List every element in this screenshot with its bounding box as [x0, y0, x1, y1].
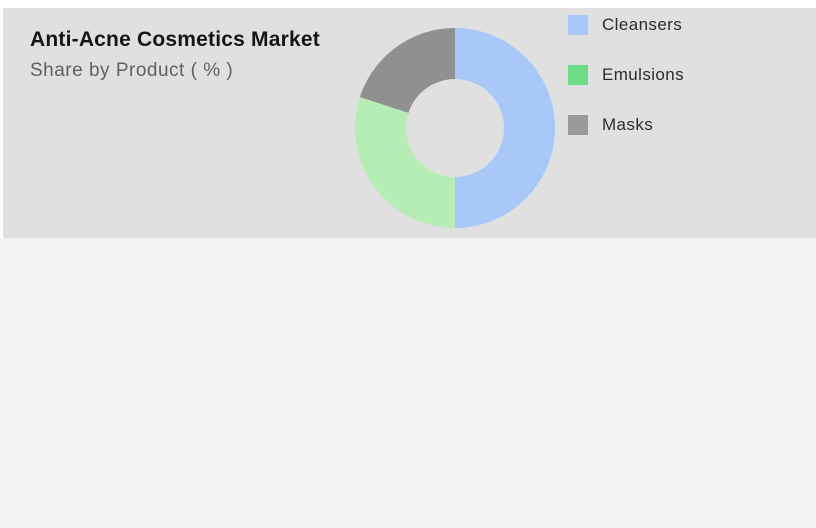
donut-legend: Cleansers Emulsions Masks	[568, 15, 684, 135]
donut-chart	[355, 28, 555, 228]
page-title: Anti-Acne Cosmetics Market	[30, 28, 320, 51]
legend-label: Cleansers	[602, 15, 683, 34]
legend-item-emulsions: Emulsions	[568, 65, 684, 85]
header-panel: Anti-Acne Cosmetics Market Share by Prod…	[3, 8, 816, 238]
legend-label: Masks	[602, 115, 654, 134]
legend-label: Emulsions	[602, 65, 685, 84]
legend-swatch-emulsions	[568, 65, 588, 85]
page-subtitle: Share by Product ( % )	[30, 60, 234, 81]
bar-chart-panel: 2018201920202021202220232024202520262027…	[0, 238, 816, 528]
legend-item-masks: Masks	[568, 115, 684, 135]
donut-hole	[406, 79, 504, 177]
legend-item-cleansers: Cleansers	[568, 15, 684, 35]
legend-swatch-masks	[568, 115, 588, 135]
legend-swatch-cleansers	[568, 15, 588, 35]
